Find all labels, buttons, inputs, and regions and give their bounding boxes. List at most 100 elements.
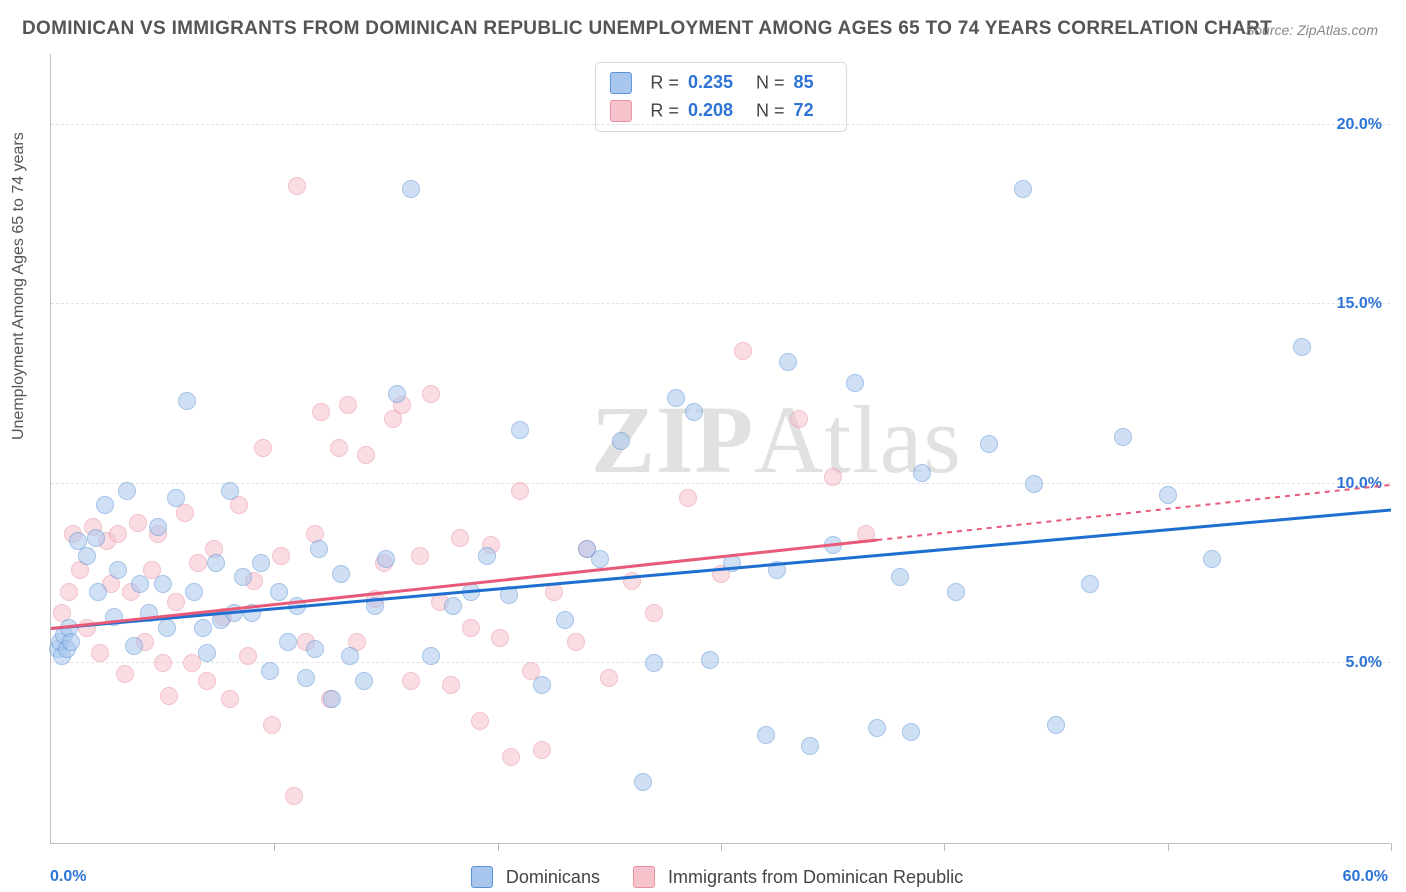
data-point <box>154 575 172 593</box>
data-point <box>913 464 931 482</box>
series-legend: Dominicans Immigrants from Dominican Rep… <box>0 866 1406 888</box>
data-point <box>87 529 105 547</box>
data-point <box>511 482 529 500</box>
data-point <box>221 482 239 500</box>
watermark: ZIPAtlas <box>591 384 962 495</box>
data-point <box>623 572 641 590</box>
data-point <box>377 550 395 568</box>
data-point <box>757 726 775 744</box>
data-point <box>600 669 618 687</box>
data-point <box>167 489 185 507</box>
data-point <box>288 177 306 195</box>
data-point <box>679 489 697 507</box>
data-point <box>634 773 652 791</box>
swatch-icon <box>633 866 655 888</box>
data-point <box>567 633 585 651</box>
data-point <box>1025 475 1043 493</box>
data-point <box>1114 428 1132 446</box>
data-point <box>1203 550 1221 568</box>
data-point <box>533 676 551 694</box>
data-point <box>500 586 518 604</box>
x-tick <box>274 843 275 851</box>
data-point <box>1014 180 1032 198</box>
data-point <box>462 619 480 637</box>
data-point <box>980 435 998 453</box>
data-point <box>239 647 257 665</box>
data-point <box>129 514 147 532</box>
data-point <box>178 392 196 410</box>
data-point <box>422 647 440 665</box>
data-point <box>185 583 203 601</box>
data-point <box>109 561 127 579</box>
swatch-icon <box>609 100 631 122</box>
data-point <box>254 439 272 457</box>
data-point <box>225 604 243 622</box>
data-point <box>422 385 440 403</box>
data-point <box>444 597 462 615</box>
data-point <box>846 374 864 392</box>
data-point <box>824 468 842 486</box>
data-point <box>462 583 480 601</box>
data-point <box>471 712 489 730</box>
trendlines <box>51 54 1391 844</box>
data-point <box>221 690 239 708</box>
y-tick-label: 5.0% <box>1346 654 1382 672</box>
data-point <box>402 180 420 198</box>
data-point <box>118 482 136 500</box>
stat-row-blue: R = 0.235 N = 85 <box>609 69 831 97</box>
y-tick-label: 20.0% <box>1337 116 1382 134</box>
data-point <box>279 633 297 651</box>
data-point <box>556 611 574 629</box>
data-point <box>685 403 703 421</box>
data-point <box>612 432 630 450</box>
data-point <box>339 396 357 414</box>
data-point <box>189 554 207 572</box>
data-point <box>478 547 496 565</box>
data-point <box>89 583 107 601</box>
data-point <box>790 410 808 428</box>
data-point <box>511 421 529 439</box>
data-point <box>243 604 261 622</box>
data-point <box>411 547 429 565</box>
swatch-icon <box>609 72 631 94</box>
gridline <box>51 483 1390 484</box>
data-point <box>645 604 663 622</box>
data-point <box>198 672 216 690</box>
gridline <box>51 303 1390 304</box>
data-point <box>1293 338 1311 356</box>
data-point <box>158 619 176 637</box>
data-point <box>491 629 509 647</box>
data-point <box>591 550 609 568</box>
data-point <box>116 665 134 683</box>
data-point <box>502 748 520 766</box>
data-point <box>332 565 350 583</box>
data-point <box>78 619 96 637</box>
data-point <box>341 647 359 665</box>
data-point <box>109 525 127 543</box>
data-point <box>198 644 216 662</box>
data-point <box>1081 575 1099 593</box>
correlation-stats-box: R = 0.235 N = 85 R = 0.208 N = 72 <box>594 62 846 132</box>
data-point <box>645 654 663 672</box>
data-point <box>62 633 80 651</box>
data-point <box>167 593 185 611</box>
data-point <box>297 669 315 687</box>
x-tick <box>1391 843 1392 851</box>
data-point <box>768 561 786 579</box>
chart-title: DOMINICAN VS IMMIGRANTS FROM DOMINICAN R… <box>22 18 1272 40</box>
data-point <box>734 342 752 360</box>
data-point <box>78 547 96 565</box>
data-point <box>366 597 384 615</box>
data-point <box>891 568 909 586</box>
data-point <box>451 529 469 547</box>
x-tick <box>498 843 499 851</box>
data-point <box>902 723 920 741</box>
data-point <box>779 353 797 371</box>
data-point <box>824 536 842 554</box>
gridline <box>51 124 1390 125</box>
data-point <box>96 496 114 514</box>
x-tick <box>944 843 945 851</box>
data-point <box>1159 486 1177 504</box>
data-point <box>261 662 279 680</box>
legend-label: Dominicans <box>506 867 600 887</box>
